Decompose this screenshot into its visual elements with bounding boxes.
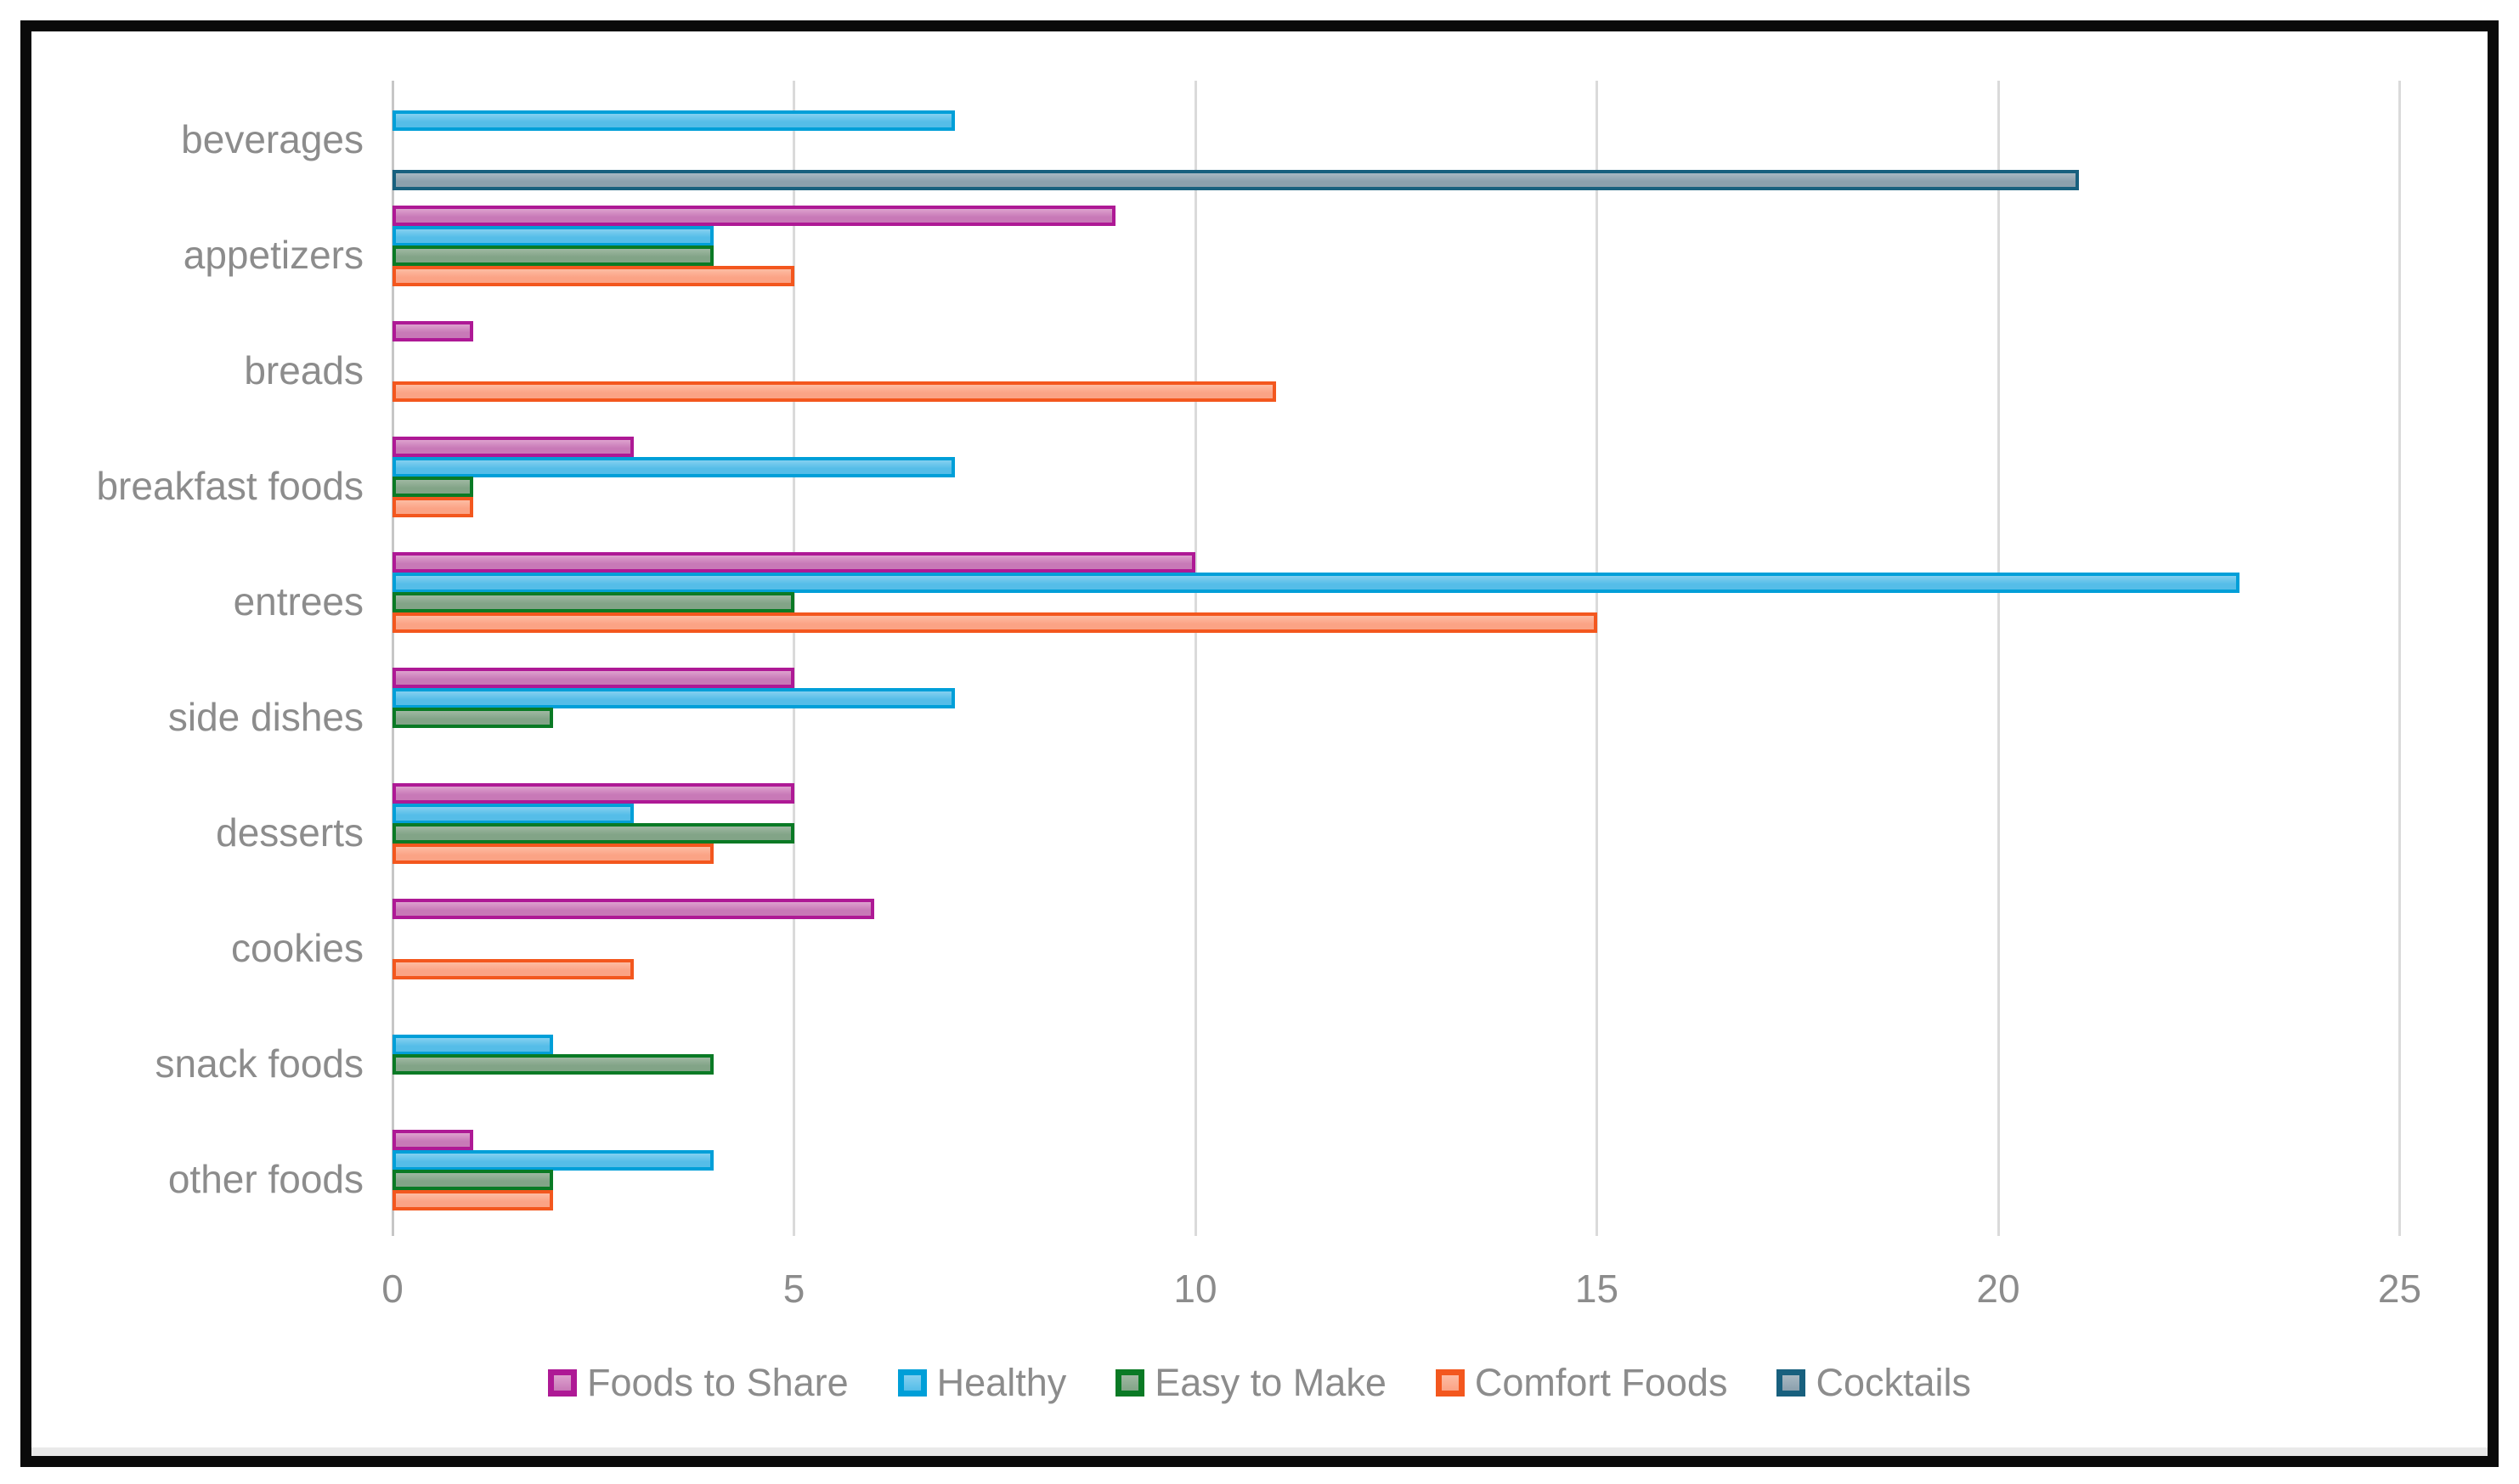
x-tick-label: 5: [782, 1267, 805, 1311]
category-label-side-dishes: side dishes: [167, 695, 364, 739]
bar-healthy-side-dishes: [393, 687, 955, 708]
legend-item-comfort-foods: Comfort Foods: [1435, 1361, 1728, 1405]
category-label-beverages: beverages: [181, 117, 364, 161]
gridline: [1194, 81, 1197, 1236]
bar-comfort-foods-desserts: [393, 843, 714, 864]
legend-swatch-foods-to-share: [547, 1369, 577, 1397]
bar-comfort-foods-breads: [393, 381, 1276, 402]
bar-healthy-entrees: [393, 572, 2239, 593]
bar-foods-to-share-other-foods: [393, 1130, 473, 1150]
bar-healthy-desserts: [393, 803, 634, 824]
x-tick-label: 25: [2377, 1267, 2422, 1311]
legend-item-healthy: Healthy: [897, 1361, 1067, 1405]
legend-swatch-cocktails: [1776, 1369, 1806, 1397]
category-label-snack-foods: snack foods: [155, 1041, 364, 1086]
axis-line: [391, 81, 394, 1236]
legend-item-foods-to-share: Foods to Share: [547, 1361, 849, 1405]
bar-foods-to-share-appetizers: [393, 206, 1115, 226]
gridline: [2398, 81, 2401, 1236]
gridline: [1596, 81, 1598, 1236]
x-tick-label: 0: [381, 1267, 404, 1311]
bar-easy-to-make-breakfast-foods: [393, 477, 473, 497]
category-label-cookies: cookies: [231, 926, 364, 970]
category-label-desserts: desserts: [216, 810, 364, 855]
bar-healthy-snack-foods: [393, 1034, 553, 1055]
bar-easy-to-make-entrees: [393, 592, 794, 612]
bar-easy-to-make-appetizers: [393, 245, 714, 266]
legend-label-healthy: Healthy: [936, 1361, 1067, 1404]
bar-healthy-breakfast-foods: [393, 456, 955, 477]
bar-cocktails-beverages: [393, 170, 2079, 190]
bar-foods-to-share-entrees: [393, 552, 1195, 573]
bar-foods-to-share-breads: [393, 321, 473, 341]
legend: Foods to Share Healthy Easy to Make Comfort…: [0, 1359, 2519, 1407]
bar-comfort-foods-appetizers: [393, 265, 794, 286]
legend-swatch-healthy: [897, 1369, 927, 1397]
bar-foods-to-share-side-dishes: [393, 668, 794, 688]
bar-comfort-foods-breakfast-foods: [393, 496, 473, 517]
bar-comfort-foods-cookies: [393, 958, 634, 979]
frame-bottom-strip: [31, 1447, 2488, 1456]
bar-healthy-beverages: [393, 110, 955, 131]
x-tick-label: 10: [1173, 1267, 1217, 1311]
bar-comfort-foods-entrees: [393, 612, 1597, 633]
bar-easy-to-make-other-foods: [393, 1170, 553, 1190]
bar-easy-to-make-side-dishes: [393, 708, 553, 728]
category-label-breakfast-foods: breakfast foods: [96, 464, 364, 508]
legend-swatch-easy-to-make: [1115, 1369, 1145, 1397]
bar-comfort-foods-other-foods: [393, 1189, 553, 1210]
category-label-breads: breads: [244, 348, 364, 392]
legend-label-foods-to-share: Foods to Share: [586, 1361, 849, 1404]
bar-easy-to-make-snack-foods: [393, 1054, 714, 1075]
category-label-other-foods: other foods: [167, 1157, 364, 1201]
bar-foods-to-share-cookies: [393, 899, 874, 919]
legend-label-easy-to-make: Easy to Make: [1155, 1361, 1387, 1404]
x-tick-label: 20: [1976, 1267, 2020, 1311]
legend-item-cocktails: Cocktails: [1776, 1361, 1971, 1405]
category-label-entrees: entrees: [233, 579, 364, 624]
gridline: [1997, 81, 2000, 1236]
gridline: [793, 81, 795, 1236]
x-tick-label: 15: [1574, 1267, 1619, 1311]
bar-easy-to-make-desserts: [393, 823, 794, 844]
bar-healthy-other-foods: [393, 1149, 714, 1171]
legend-label-cocktails: Cocktails: [1816, 1361, 1972, 1404]
category-label-appetizers: appetizers: [183, 233, 364, 277]
bar-foods-to-share-breakfast-foods: [393, 437, 634, 457]
bar-foods-to-share-desserts: [393, 783, 794, 804]
legend-item-easy-to-make: Easy to Make: [1115, 1361, 1387, 1405]
legend-label-comfort-foods: Comfort Foods: [1474, 1361, 1728, 1404]
bar-healthy-appetizers: [393, 225, 714, 246]
legend-swatch-comfort-foods: [1435, 1369, 1465, 1397]
